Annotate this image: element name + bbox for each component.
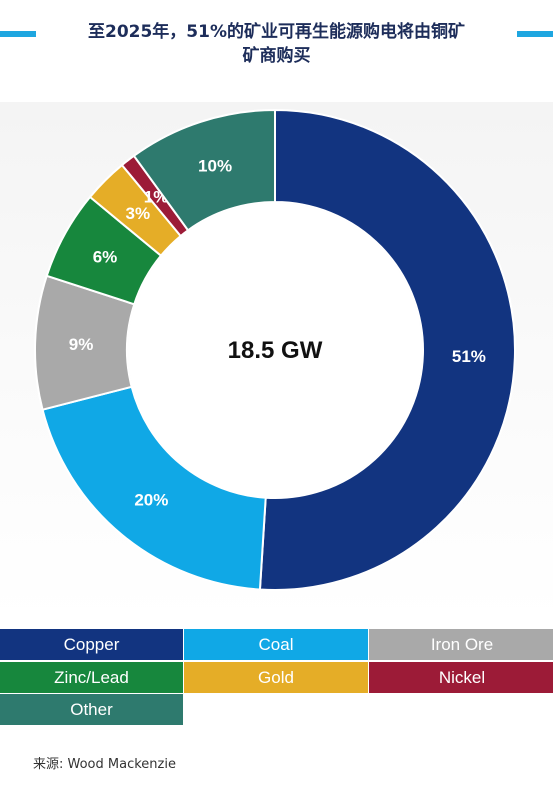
legend-item-gold: Gold [184, 661, 368, 693]
legend-item-copper: Copper [0, 629, 183, 660]
donut-hole [128, 203, 422, 497]
source-note: 来源: Wood Mackenzie [33, 757, 176, 772]
header: 至2025年，51%的矿业可再生能源购电将由铜矿 矿商购买 [0, 0, 553, 102]
legend: Copper Coal Iron Ore Zinc/Lead Gold Nickel Oth… [0, 629, 553, 727]
slice-label-copper: 51% [452, 347, 486, 366]
slice-copper [258, 108, 516, 591]
chart-title-line-2: 矿商购买 [242, 46, 311, 66]
slice-label-gold: 3% [126, 204, 151, 223]
slice-coal [41, 385, 267, 591]
chart-panel: 51% 20% 9% 6% 3% 1% 10% 18.5 GW [0, 102, 553, 622]
donut-chart: 51%20%9%6%3%1%10%18.5 GW [34, 108, 516, 591]
chart-title-line-1: 至2025年，51%的矿业可再生能源购电将由铜矿 [87, 22, 465, 42]
center-label: 18.5 GW [228, 337, 323, 364]
accent-bar-left [0, 31, 36, 37]
slice-label-zinc-lead: 6% [93, 248, 118, 267]
slice-label-iron-ore: 9% [69, 335, 94, 354]
legend-item-other: Other [0, 694, 183, 725]
accent-bar-right [517, 31, 553, 37]
legend-item-nickel: Nickel [369, 661, 553, 693]
slice-label-coal: 20% [134, 490, 168, 509]
slice-label-other: 10% [198, 156, 232, 175]
legend-item-iron-ore: Iron Ore [369, 629, 553, 660]
legend-item-coal: Coal [184, 629, 368, 660]
legend-item-zinc-lead: Zinc/Lead [0, 661, 183, 693]
chart-title: 至2025年，51%的矿业可再生能源购电将由铜矿 矿商购买 [44, 20, 509, 68]
slice-other [132, 108, 276, 232]
